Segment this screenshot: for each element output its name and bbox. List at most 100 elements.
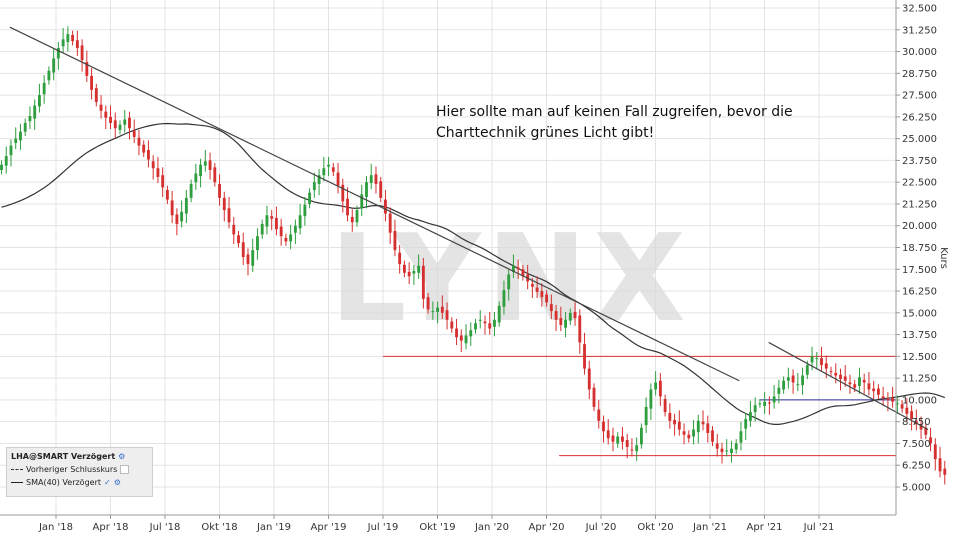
candle-body xyxy=(701,421,705,425)
candle-body xyxy=(853,384,857,388)
candle-body xyxy=(696,420,700,433)
candle-body xyxy=(99,104,103,111)
checkmark-icon[interactable]: ✓ xyxy=(104,478,111,487)
candle-body xyxy=(924,427,928,435)
candle-body xyxy=(208,160,212,170)
candle-body xyxy=(796,384,800,386)
candle-body xyxy=(19,131,22,141)
x-tick-label: Jan '21 xyxy=(692,522,727,533)
candle-body xyxy=(621,436,624,442)
candle-body xyxy=(815,358,819,360)
candle-body xyxy=(564,319,567,328)
candle-body xyxy=(123,119,127,125)
candle-body xyxy=(644,406,648,426)
legend-title-row: LHA@SMART Verzögert ⚙ xyxy=(7,450,152,463)
candle-body xyxy=(170,200,174,216)
candle-body xyxy=(516,267,520,270)
candle-body xyxy=(407,271,411,277)
candle-body xyxy=(222,197,226,211)
candle-body xyxy=(867,383,871,390)
candle-body xyxy=(180,211,184,222)
candle-body xyxy=(862,379,866,383)
chart-legend: LHA@SMART Verzögert ⚙ Vorheriger Schluss… xyxy=(6,447,153,497)
candle-body xyxy=(881,396,885,399)
candle-body xyxy=(284,237,288,242)
candle-body xyxy=(469,330,473,337)
x-tick-label: Apr '21 xyxy=(747,522,783,533)
candle-body xyxy=(455,328,458,338)
candle-body xyxy=(673,419,677,425)
color-swatch-icon[interactable] xyxy=(120,465,130,474)
candle-body xyxy=(734,443,738,450)
candle-body xyxy=(4,156,8,166)
trendlines xyxy=(9,26,929,431)
candle-body xyxy=(658,380,662,397)
settings-icon[interactable]: ⚙ xyxy=(118,452,126,461)
y-tick-label: 31.250 xyxy=(902,25,937,36)
candle-body xyxy=(649,389,653,409)
candle-body xyxy=(777,387,781,394)
candle-body xyxy=(232,224,236,235)
candle-body xyxy=(512,265,515,272)
candle-body xyxy=(417,265,421,273)
candle-body xyxy=(241,242,245,258)
candle-body xyxy=(625,439,629,447)
candle-body xyxy=(805,365,809,375)
candle-body xyxy=(80,45,84,61)
candle-body xyxy=(298,215,302,229)
x-tick-label: Apr '18 xyxy=(93,522,129,533)
candle-body xyxy=(75,40,79,49)
candle-body xyxy=(507,274,511,290)
candle-body xyxy=(450,321,454,329)
y-tick-label: 12.500 xyxy=(902,352,937,363)
candle-body xyxy=(308,192,312,204)
x-tick-label: Okt '19 xyxy=(419,522,455,533)
y-tick-label: 32.500 xyxy=(902,4,937,15)
candle-body xyxy=(725,450,729,452)
candle-body xyxy=(933,444,937,460)
candle-body xyxy=(583,344,586,369)
candle-body xyxy=(758,403,762,405)
candle-body xyxy=(900,404,904,409)
candle-body xyxy=(23,122,27,132)
candle-body xyxy=(365,182,368,197)
candle-body xyxy=(549,304,553,312)
legend-sma-row: SMA(40) Verzögert ✓ ⚙ xyxy=(7,476,152,489)
candle-body xyxy=(317,175,321,184)
candle-body xyxy=(578,315,582,343)
x-tick-label: Jan '19 xyxy=(256,522,291,533)
candle-body xyxy=(194,173,198,183)
candle-body xyxy=(493,319,496,327)
y-tick-label: 13.750 xyxy=(902,330,937,341)
candle-body xyxy=(910,411,914,420)
x-tick-label: Jan '20 xyxy=(474,522,509,533)
annotation-line-1: Hier sollte man auf keinen Fall zugreife… xyxy=(436,104,793,120)
y-axis-label: Kurs xyxy=(938,247,949,269)
candle-body xyxy=(360,194,364,209)
dashed-line-icon xyxy=(11,469,23,470)
y-tick-label: 7.500 xyxy=(902,439,931,450)
candle-body xyxy=(464,335,468,344)
candle-body xyxy=(199,164,203,177)
candle-body xyxy=(275,217,278,230)
x-tick-label: Jul '18 xyxy=(149,522,181,533)
candle-body xyxy=(763,401,767,407)
candle-body xyxy=(749,412,752,421)
candle-body xyxy=(331,167,335,172)
legend-title: LHA@SMART Verzögert xyxy=(11,452,116,461)
candle-body xyxy=(791,375,795,383)
candle-body xyxy=(388,213,392,233)
candle-body xyxy=(47,70,51,81)
settings-icon[interactable]: ⚙ xyxy=(113,478,121,487)
candle-body xyxy=(834,372,838,376)
candle-body xyxy=(66,34,70,42)
candle-body xyxy=(730,448,733,454)
candle-body xyxy=(61,39,65,47)
candle-body xyxy=(592,387,596,407)
y-tick-label: 22.500 xyxy=(902,178,937,189)
candle-body xyxy=(56,48,60,59)
candle-body xyxy=(810,356,814,363)
candle-body xyxy=(848,382,852,385)
candle-body xyxy=(128,117,131,129)
candle-body xyxy=(147,149,150,160)
